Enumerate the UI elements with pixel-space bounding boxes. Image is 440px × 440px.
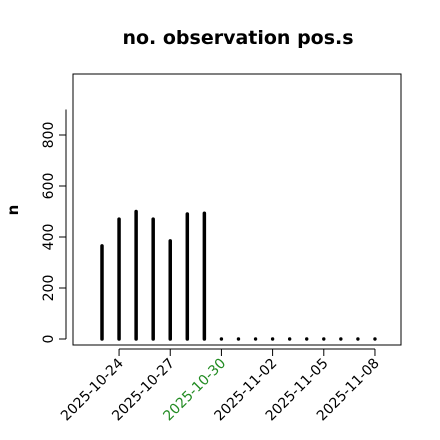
chart-title: no. observation pos.s	[122, 27, 353, 49]
bar	[253, 337, 258, 341]
bar	[219, 337, 224, 341]
y-axis: 0 200 400 600 800	[41, 109, 67, 344]
bar	[287, 337, 292, 341]
y-tick-label: 400	[41, 224, 57, 251]
y-tick-label: 0	[41, 335, 57, 344]
bar	[373, 337, 377, 341]
bar	[322, 337, 326, 341]
x-axis: 2025-10-242025-10-272025-10-302025-11-02…	[58, 348, 383, 424]
bar	[356, 337, 360, 341]
bars	[100, 209, 377, 341]
y-tick-label: 200	[41, 275, 57, 302]
bar	[305, 337, 309, 341]
plot-frame	[72, 73, 402, 346]
bar	[270, 337, 275, 341]
y-tick-label: 800	[41, 122, 57, 149]
bar	[339, 337, 343, 341]
y-tick-label: 600	[41, 173, 57, 200]
bar	[236, 337, 241, 341]
y-axis-label: n	[4, 205, 22, 216]
